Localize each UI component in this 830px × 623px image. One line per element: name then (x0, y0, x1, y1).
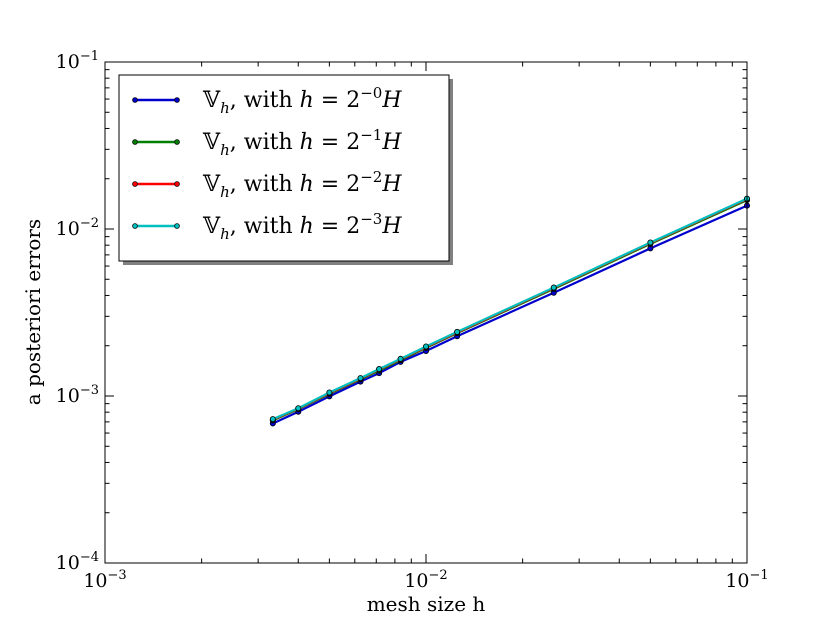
x-tick-label: 10−3 (83, 568, 126, 592)
series-3-point-1 (647, 239, 654, 246)
series-3-point-3 (454, 328, 461, 335)
legend-marker (132, 223, 138, 229)
series-3-point-10 (269, 416, 276, 423)
series-3-point-5 (397, 355, 404, 362)
y-tick-label: 10−4 (56, 550, 99, 574)
legend-label-3: 𝕍h, with h = 2−3H (202, 210, 402, 243)
legend-marker (132, 139, 138, 145)
x-tick-label: 10−1 (725, 568, 768, 592)
series-3-point-4 (422, 343, 429, 350)
y-tick-label: 10−1 (56, 49, 99, 73)
tick-labels: 10−3 10−2 10−110−410−310−210−1 (56, 49, 769, 592)
legend-label-0: 𝕍h, with h = 2−0H (202, 84, 402, 117)
legend-marker (132, 181, 138, 187)
series-3-point-9 (295, 405, 302, 412)
y-tick-label: 10−2 (56, 216, 99, 240)
legend-marker (174, 181, 180, 187)
legend-marker (174, 139, 180, 145)
legend-label-2: 𝕍h, with h = 2−2H (202, 168, 402, 201)
legend-marker (174, 97, 180, 103)
legend-box (118, 74, 450, 262)
x-tick-label: 10−2 (404, 568, 447, 592)
legend-label-1: 𝕍h, with h = 2−1H (202, 126, 402, 159)
series-3-point-6 (376, 366, 383, 373)
series-3-point-7 (357, 375, 364, 382)
legend-marker (132, 97, 138, 103)
y-axis-label: a posteriori errors (21, 219, 45, 405)
series-3-point-8 (326, 389, 333, 396)
legend: 𝕍h, with h = 2−0H 𝕍h, with h = 2−1H 𝕍h, wi… (118, 74, 453, 265)
y-tick-label: 10−3 (56, 383, 99, 407)
series-3-point-2 (550, 284, 557, 291)
plot-lines (269, 195, 751, 427)
ticks (104, 61, 748, 564)
legend-marker (174, 223, 180, 229)
x-axis-label: mesh size h (367, 592, 486, 616)
